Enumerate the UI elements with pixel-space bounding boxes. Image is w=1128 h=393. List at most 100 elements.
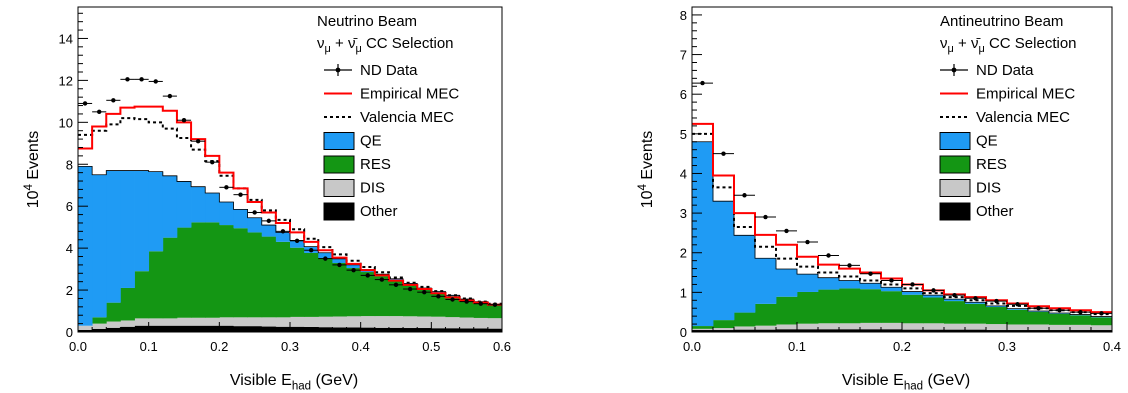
bar-other [944,329,966,332]
beam-label: Neutrino Beam [317,13,417,30]
legend-label: Valencia MEC [976,109,1070,126]
bar-qe [120,170,135,288]
bar-res [275,241,291,318]
data-point [266,218,271,224]
bar-qe [445,295,460,297]
x-tick-label: 0.0 [69,339,87,354]
y-tick-label: 6 [680,87,687,102]
bar-dis [445,317,460,329]
bar-other [176,325,192,332]
legend-label: Empirical MEC [976,86,1075,103]
data-point [195,138,201,144]
valencia-mec-line [692,132,1112,316]
bar-dis [374,316,390,328]
x-axis-title: Visible Ehad​ (GeV) [842,372,970,392]
data-point [210,159,215,165]
bar-qe [881,287,903,292]
nd-data-points [692,80,1112,316]
bar-res [162,237,178,319]
y-tick-label: 3 [680,206,687,221]
x-tick-label: 0.2 [893,339,911,354]
bar-res [881,291,903,323]
bar-qe [247,217,263,233]
legend-label: QE [976,133,998,150]
bar-other [839,329,861,332]
bar-qe [346,264,362,269]
bar-dis [318,316,333,328]
bar-dis [818,323,840,330]
bar-other [162,325,178,332]
bar-other [431,328,446,332]
bar-dis [247,317,263,327]
bar-res [473,302,489,318]
x-tick-label: 0.0 [683,339,701,354]
data-point [139,77,144,82]
data-point [763,214,768,220]
data-point [280,229,286,234]
data-point [910,282,915,287]
bar-other [219,325,234,332]
bar-qe [134,170,150,272]
bar-res [247,232,263,318]
bar-dis [1070,324,1092,331]
bar-qe [797,274,819,292]
bar-other [403,328,418,332]
bar-dis [1091,325,1113,331]
bar-other [986,330,1008,332]
legend-other-swatch [939,202,971,221]
legend-label: RES [360,156,391,173]
bar-other [346,327,362,332]
bar-qe [734,235,756,313]
bar-res [176,227,192,318]
bar-res [839,288,861,324]
bar-dis [106,321,121,328]
bar-dis [261,317,277,327]
bar-dis [839,323,861,330]
data-point [952,292,957,298]
bar-res [374,276,390,317]
bar-other [148,325,164,332]
data-point [224,185,229,190]
bar-qe [162,175,178,238]
bar-dis [219,317,234,326]
y-tick-label: 4 [66,241,73,256]
bar-other [692,330,714,332]
bar-other [1091,330,1113,332]
bar-other [332,327,347,332]
data-point [407,286,413,292]
bar-other [92,328,107,332]
data-point [931,288,936,293]
bar-dis [360,316,376,328]
bar-qe [818,277,840,290]
legend-data-marker [951,67,957,73]
data-point [478,301,483,306]
legend-dis-swatch [323,179,355,197]
x-tick-label: 0.5 [422,339,440,354]
bar-res [902,294,924,324]
bar-qe [78,166,93,326]
bar-other [881,329,903,332]
data-point [82,101,88,106]
bar-other [233,326,248,332]
bar-other [417,328,432,332]
bar-res [1091,317,1113,326]
bar-res [986,307,1008,325]
data-point [1078,309,1083,315]
data-point [973,296,978,301]
data-point [309,248,314,253]
y-tick-label: 12 [59,73,73,88]
bar-qe [1007,308,1029,310]
bar-res [818,289,840,324]
x-tick-label: 0.3 [998,339,1016,354]
data-point [889,278,894,283]
x-tick-label: 0.4 [352,339,370,354]
bar-other [191,325,206,332]
legend-label: Other [976,203,1014,220]
bar-other [374,327,390,332]
bar-dis [459,317,475,329]
legend-label: Valencia MEC [360,109,454,126]
beam-label: Antineutrino Beam [940,13,1063,30]
bar-res [403,284,418,317]
data-point [252,210,257,215]
